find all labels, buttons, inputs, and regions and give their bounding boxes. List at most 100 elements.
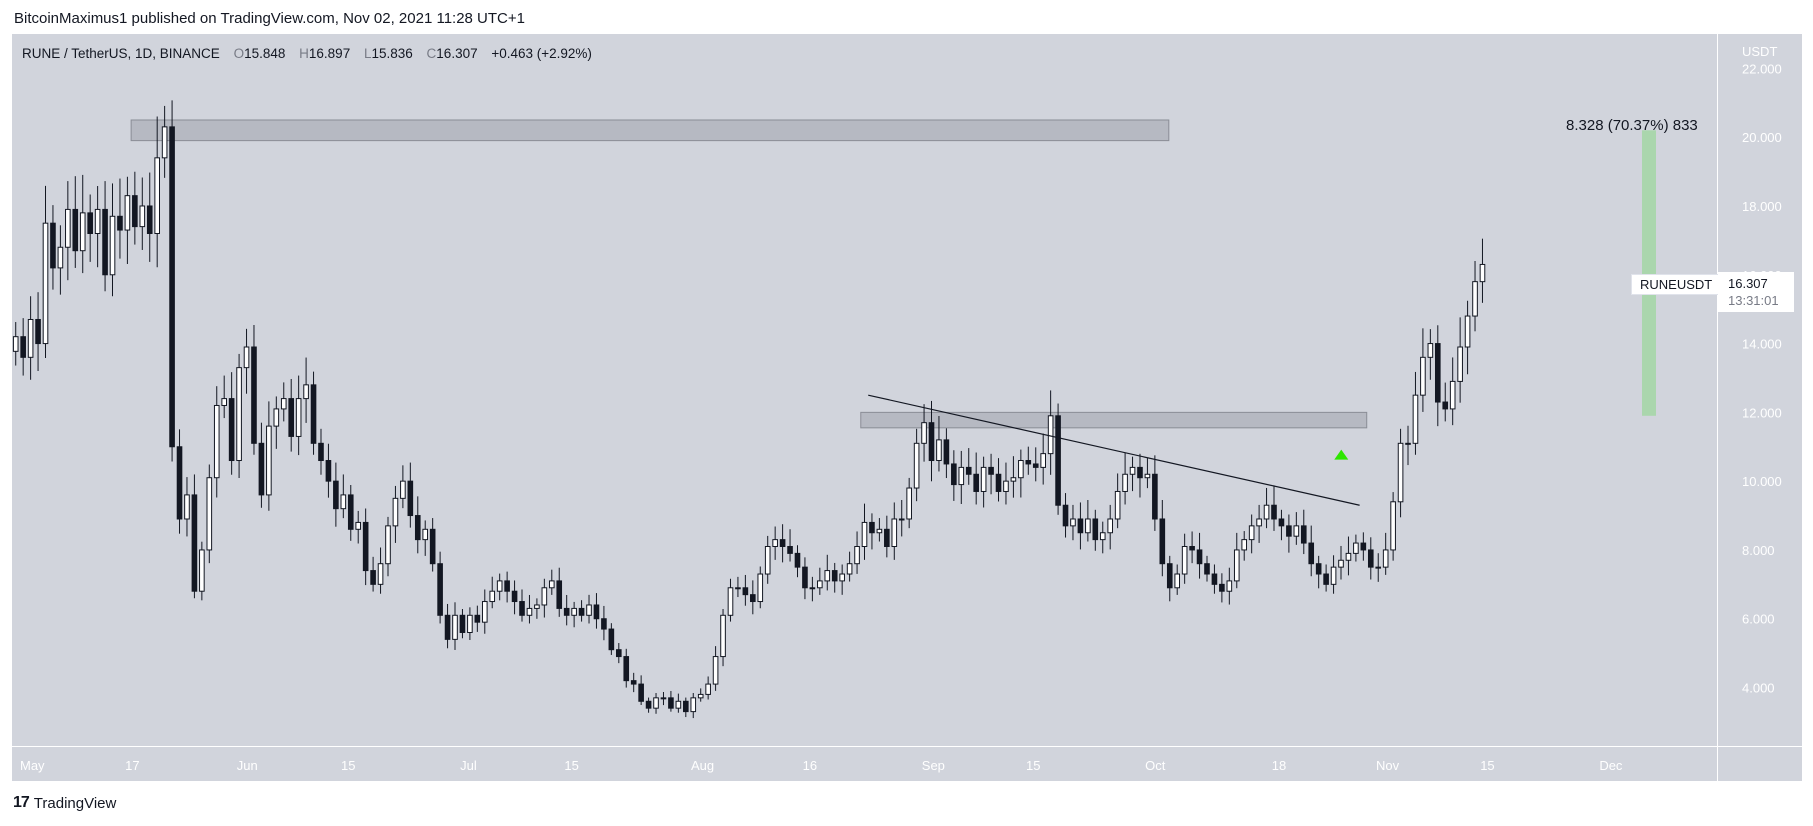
candle-body — [936, 439, 942, 462]
time-axis[interactable] — [12, 746, 1717, 781]
candle-body — [474, 614, 481, 623]
candle-body — [213, 404, 220, 479]
candle-body — [362, 521, 369, 572]
candle-body — [1248, 525, 1255, 541]
candle-body — [459, 614, 466, 633]
candle-body — [467, 614, 473, 633]
candle-body — [809, 587, 816, 590]
candle-body — [1367, 549, 1374, 568]
candle-body — [273, 408, 280, 427]
candle-body — [750, 594, 756, 603]
candle-body — [124, 195, 131, 231]
candle-body — [370, 570, 376, 585]
candle-body — [995, 473, 1002, 492]
candle-body — [452, 614, 458, 640]
candle-body — [161, 126, 168, 159]
candle-body — [400, 480, 406, 499]
candle-body — [884, 528, 890, 548]
candle-body — [1256, 518, 1262, 527]
bar-countdown: 13:31:01 — [1728, 293, 1779, 308]
candle-body — [1397, 442, 1404, 503]
candle-body — [846, 563, 853, 575]
legend-close-label: C — [426, 46, 437, 61]
candle-body — [27, 318, 34, 358]
candle-body — [1122, 473, 1128, 492]
tradingview-logo[interactable]: 17 TradingView — [13, 794, 116, 812]
candle-body — [1077, 518, 1084, 534]
candle-body — [772, 539, 778, 548]
measurement-label: 8.328 (70.37%) 833 — [1566, 117, 1698, 134]
candle-body — [1114, 490, 1121, 520]
candle-body — [1152, 473, 1158, 520]
candle-body — [921, 422, 927, 444]
price-axis[interactable] — [1717, 34, 1802, 780]
candle-body — [1300, 525, 1307, 544]
time-axis-tick: Nov — [1376, 758, 1400, 773]
candle-body — [1375, 566, 1382, 569]
time-axis-tick: 16 — [803, 758, 817, 773]
candle-body — [615, 649, 622, 658]
time-axis-tick: Dec — [1599, 758, 1623, 773]
candle-body — [169, 126, 175, 448]
candle-body — [1003, 480, 1009, 492]
candle-body — [57, 246, 64, 269]
candle-body — [1472, 281, 1478, 317]
candle-body — [154, 157, 160, 234]
candle-body — [504, 580, 510, 592]
candle-body — [258, 442, 265, 496]
price-range-measure-bar — [1642, 130, 1656, 416]
resistance-zone-upper — [130, 119, 1170, 142]
candle-body — [1196, 549, 1203, 565]
candle-body — [787, 546, 793, 554]
time-axis-tick: Jun — [237, 758, 258, 773]
candle-body — [489, 590, 496, 603]
candle-body — [1092, 518, 1099, 541]
candle-body — [869, 521, 875, 534]
candle-body — [422, 528, 429, 541]
candle-body — [683, 700, 689, 713]
candle-body — [1219, 583, 1225, 592]
candle-body — [727, 587, 734, 616]
candle-body — [199, 549, 205, 592]
candle-body — [1010, 477, 1017, 482]
candle-body — [1338, 559, 1344, 568]
candle-body — [831, 570, 838, 582]
candle-body — [519, 601, 525, 616]
candle-body — [973, 473, 979, 492]
candle-body — [1204, 563, 1210, 575]
candle-body — [1479, 263, 1486, 283]
legend-high-value: 16.897 — [308, 46, 351, 61]
candle-body — [891, 518, 898, 548]
candle-body — [1308, 542, 1315, 565]
candle-body — [1129, 466, 1136, 475]
candle-body — [295, 398, 302, 437]
candle-body — [1293, 525, 1300, 537]
symbol-legend: RUNE / TetherUS, 1D, BINANCE O15.848 H16… — [22, 46, 592, 61]
candle-body — [563, 607, 570, 616]
candle-body — [764, 546, 771, 575]
price-axis-tick: 18.000 — [1742, 199, 1782, 214]
candle-body — [184, 494, 190, 520]
candle-body — [176, 446, 183, 520]
price-axis-tick: 14.000 — [1742, 337, 1782, 352]
candle-body — [898, 518, 905, 521]
candle-body — [541, 587, 548, 606]
candle-body — [20, 336, 26, 358]
candle-body — [824, 570, 831, 582]
price-axis-unit: USDT — [1742, 44, 1778, 59]
candle-body — [1189, 546, 1195, 551]
candle-body — [288, 398, 295, 437]
candle-body — [1241, 539, 1248, 551]
candle-body — [794, 552, 801, 568]
time-axis-tick: 17 — [125, 758, 139, 773]
candle-body — [720, 614, 726, 658]
candle-body — [526, 607, 533, 616]
candle-body — [318, 442, 324, 462]
candle-body — [333, 480, 339, 510]
legend-open-value: 15.848 — [244, 46, 286, 61]
candle-body — [1345, 552, 1352, 561]
candle-body — [817, 580, 823, 589]
candle-body — [139, 205, 146, 228]
descending-trendline — [868, 394, 1360, 506]
candle-body — [1271, 504, 1277, 520]
